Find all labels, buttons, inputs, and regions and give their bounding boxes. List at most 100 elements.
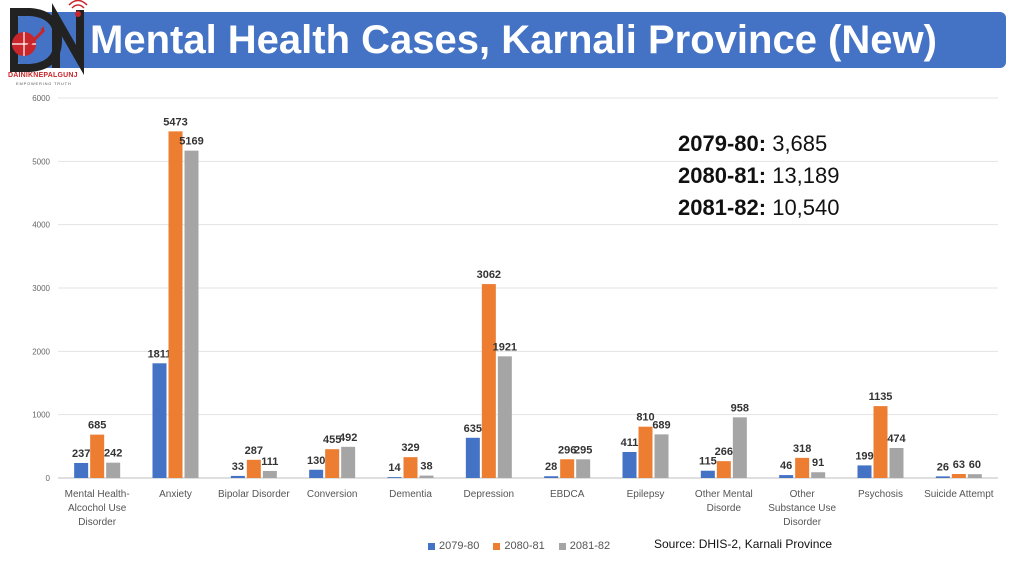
total-value: 10,540 bbox=[772, 195, 840, 220]
bar bbox=[544, 476, 559, 478]
legend-label: 2080-81 bbox=[504, 540, 545, 552]
bar bbox=[654, 434, 669, 478]
total-label: 2080-81: bbox=[678, 163, 767, 188]
x-tick-label-line: Substance Use bbox=[768, 503, 836, 514]
x-tick-label-line: Disorde bbox=[707, 503, 742, 514]
data-label: 5473 bbox=[163, 116, 187, 128]
x-tick-label-line: Suicide Attempt bbox=[924, 489, 994, 500]
total-value: 3,685 bbox=[772, 131, 828, 156]
bar bbox=[560, 459, 575, 478]
source-note: Source: DHIS-2, Karnali Province bbox=[654, 537, 833, 551]
x-tick-label-line: Anxiety bbox=[159, 489, 192, 500]
bar bbox=[576, 459, 591, 478]
data-label: 492 bbox=[339, 432, 357, 444]
bar bbox=[230, 475, 245, 478]
data-label: 46 bbox=[780, 460, 792, 472]
data-label: 295 bbox=[574, 444, 592, 456]
legend-swatch bbox=[493, 542, 501, 550]
data-label: 1135 bbox=[869, 391, 893, 403]
total-value: 13,189 bbox=[772, 163, 840, 188]
x-tick-label-line: Dementia bbox=[389, 489, 432, 500]
data-label: 3062 bbox=[477, 269, 501, 281]
x-tick-label: Mental Health- Alcochol Use Disorder bbox=[65, 489, 130, 528]
y-tick-label: 5000 bbox=[32, 157, 50, 166]
bar bbox=[106, 462, 121, 478]
legend-item-2080-81: 2080-81 bbox=[493, 540, 545, 552]
x-tick-label: Epilepsy bbox=[627, 489, 665, 500]
bar bbox=[889, 447, 904, 478]
x-tick-label: Other Mental Disorde bbox=[695, 489, 753, 514]
x-tick-label-line: Depression bbox=[464, 489, 515, 500]
bar bbox=[481, 284, 496, 478]
x-tick-label-line: Mental Health- bbox=[65, 489, 130, 500]
legend-swatch bbox=[428, 542, 435, 550]
x-tick-label-line: Epilepsy bbox=[627, 489, 665, 500]
bar bbox=[341, 446, 356, 478]
total-line-2079-80: 2079-80: 3,685 bbox=[678, 128, 840, 160]
data-label: 237 bbox=[72, 448, 90, 460]
page-title: Mental Health Cases, Karnali Province (N… bbox=[90, 18, 937, 62]
x-tick-label: Psychosis bbox=[858, 489, 903, 500]
bar bbox=[152, 363, 167, 478]
legend-label: 2081-82 bbox=[569, 540, 611, 552]
bar bbox=[935, 476, 950, 478]
x-tick-label-line: Conversion bbox=[307, 489, 358, 500]
data-label: 318 bbox=[793, 443, 811, 455]
x-tick-label: Depression bbox=[464, 489, 515, 500]
legend-item-2079-80: 2079-80 bbox=[428, 540, 479, 552]
bar bbox=[732, 417, 747, 478]
data-label: 199 bbox=[855, 450, 873, 462]
total-label: 2081-82: bbox=[678, 195, 767, 220]
legend-swatch bbox=[558, 542, 566, 550]
x-tick-label-line: Bipolar Disorder bbox=[218, 489, 290, 500]
data-label: 130 bbox=[307, 455, 325, 467]
total-label: 2079-80: bbox=[678, 131, 767, 156]
bar bbox=[951, 474, 966, 478]
chart-legend: 2079-80 2080-81 2081-82 bbox=[428, 538, 624, 554]
x-tick-label: EBDCA bbox=[550, 489, 585, 500]
x-tick-label-line: Other Mental bbox=[695, 489, 753, 500]
bar bbox=[74, 462, 89, 478]
data-label: 329 bbox=[401, 442, 419, 454]
title-bar: Mental Health Cases, Karnali Province (N… bbox=[18, 12, 1006, 68]
x-tick-label: Dementia bbox=[389, 489, 432, 500]
x-tick-label-line: Disorder bbox=[78, 517, 116, 528]
bar bbox=[168, 131, 183, 479]
x-tick-label: Other Substance Use Disorder bbox=[768, 489, 836, 528]
logo: DAINIKNEPALGUNJ EMPOWERING TRUTH bbox=[0, 0, 100, 92]
data-label: 296 bbox=[558, 444, 576, 456]
x-tick-label: Conversion bbox=[307, 489, 358, 500]
legend-item-2081-82: 2081-82 bbox=[558, 540, 611, 552]
bar bbox=[309, 469, 324, 478]
bar bbox=[90, 434, 105, 478]
data-label: 266 bbox=[715, 446, 733, 458]
bar bbox=[795, 457, 810, 478]
data-label: 26 bbox=[937, 461, 949, 473]
data-label: 38 bbox=[420, 461, 432, 473]
data-label: 5169 bbox=[179, 136, 203, 148]
data-label: 689 bbox=[652, 419, 670, 431]
y-tick-label: 3000 bbox=[32, 284, 50, 293]
bar bbox=[638, 426, 653, 478]
x-tick-label-line: EBDCA bbox=[550, 489, 585, 500]
data-label: 958 bbox=[731, 402, 749, 414]
x-tick-label-line: Psychosis bbox=[858, 489, 903, 500]
data-label: 287 bbox=[245, 445, 263, 457]
bar bbox=[419, 475, 434, 478]
data-label: 111 bbox=[261, 456, 278, 468]
y-tick-label: 1000 bbox=[32, 411, 50, 420]
y-tick-label: 0 bbox=[46, 474, 51, 483]
logo-tagline: EMPOWERING TRUTH bbox=[16, 81, 72, 86]
bar bbox=[184, 150, 199, 478]
bar bbox=[700, 470, 715, 478]
bar bbox=[403, 457, 418, 478]
y-tick-label: 2000 bbox=[32, 347, 50, 356]
bar bbox=[716, 461, 731, 478]
data-label: 810 bbox=[636, 412, 654, 424]
data-label: 685 bbox=[88, 420, 106, 432]
bar bbox=[262, 470, 277, 478]
bar bbox=[779, 475, 794, 478]
total-line-2080-81: 2080-81: 13,189 bbox=[678, 160, 840, 192]
bar bbox=[246, 459, 261, 478]
